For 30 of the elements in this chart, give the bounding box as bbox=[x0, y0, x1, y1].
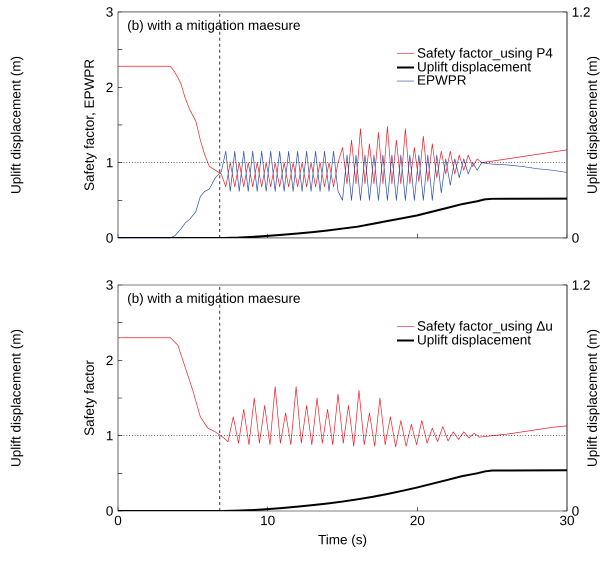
x-tick-label: 0 bbox=[114, 516, 122, 526]
text: Uplift displacement (m) bbox=[10, 330, 24, 466]
x-tick-label: 10 bbox=[261, 516, 275, 526]
y2-tick-label: 1.2 bbox=[572, 7, 590, 17]
legend-label: Safety factor_using P4 bbox=[418, 48, 552, 60]
legend-label: Uplift displacement bbox=[418, 334, 531, 348]
y-tick-label: 1 bbox=[106, 431, 113, 440]
y-tick-label: 1 bbox=[106, 158, 113, 168]
x-axis-title: Time (s) bbox=[318, 534, 366, 548]
text: Uplift displacement (m) bbox=[10, 56, 24, 193]
y2-tick-label: 0 bbox=[572, 506, 579, 516]
y2-tick-label: 0 bbox=[572, 233, 579, 243]
legend-label: EPWPR bbox=[418, 75, 466, 85]
text: (b) with a mitigation maesure bbox=[128, 20, 300, 33]
x-tick-label: 20 bbox=[410, 516, 424, 526]
y-axis-title: Safety factor bbox=[84, 360, 97, 436]
y2-axis-title: Uplift displacement (m) bbox=[586, 330, 600, 466]
y2-axis-title: Uplift displacement (m) bbox=[586, 56, 600, 193]
y-tick-label: 0 bbox=[106, 506, 113, 516]
y-tick-label: 2 bbox=[106, 356, 113, 366]
y-axis-title: Safety factor, EPWPR bbox=[84, 60, 97, 190]
legend-label: Safety factor_using Δu bbox=[418, 320, 552, 334]
y-tick-label: 0 bbox=[106, 233, 113, 243]
x-tick-label: 30 bbox=[560, 516, 574, 526]
y-tick-label: 3 bbox=[106, 7, 113, 17]
legend-label: Uplift displacement bbox=[418, 62, 531, 74]
y-tick-label: 2 bbox=[106, 82, 113, 92]
text: (b) with a mitigation maesure bbox=[128, 293, 300, 306]
y-tick-label: 3 bbox=[106, 280, 113, 290]
y2-tick-label: 1.2 bbox=[572, 280, 590, 290]
